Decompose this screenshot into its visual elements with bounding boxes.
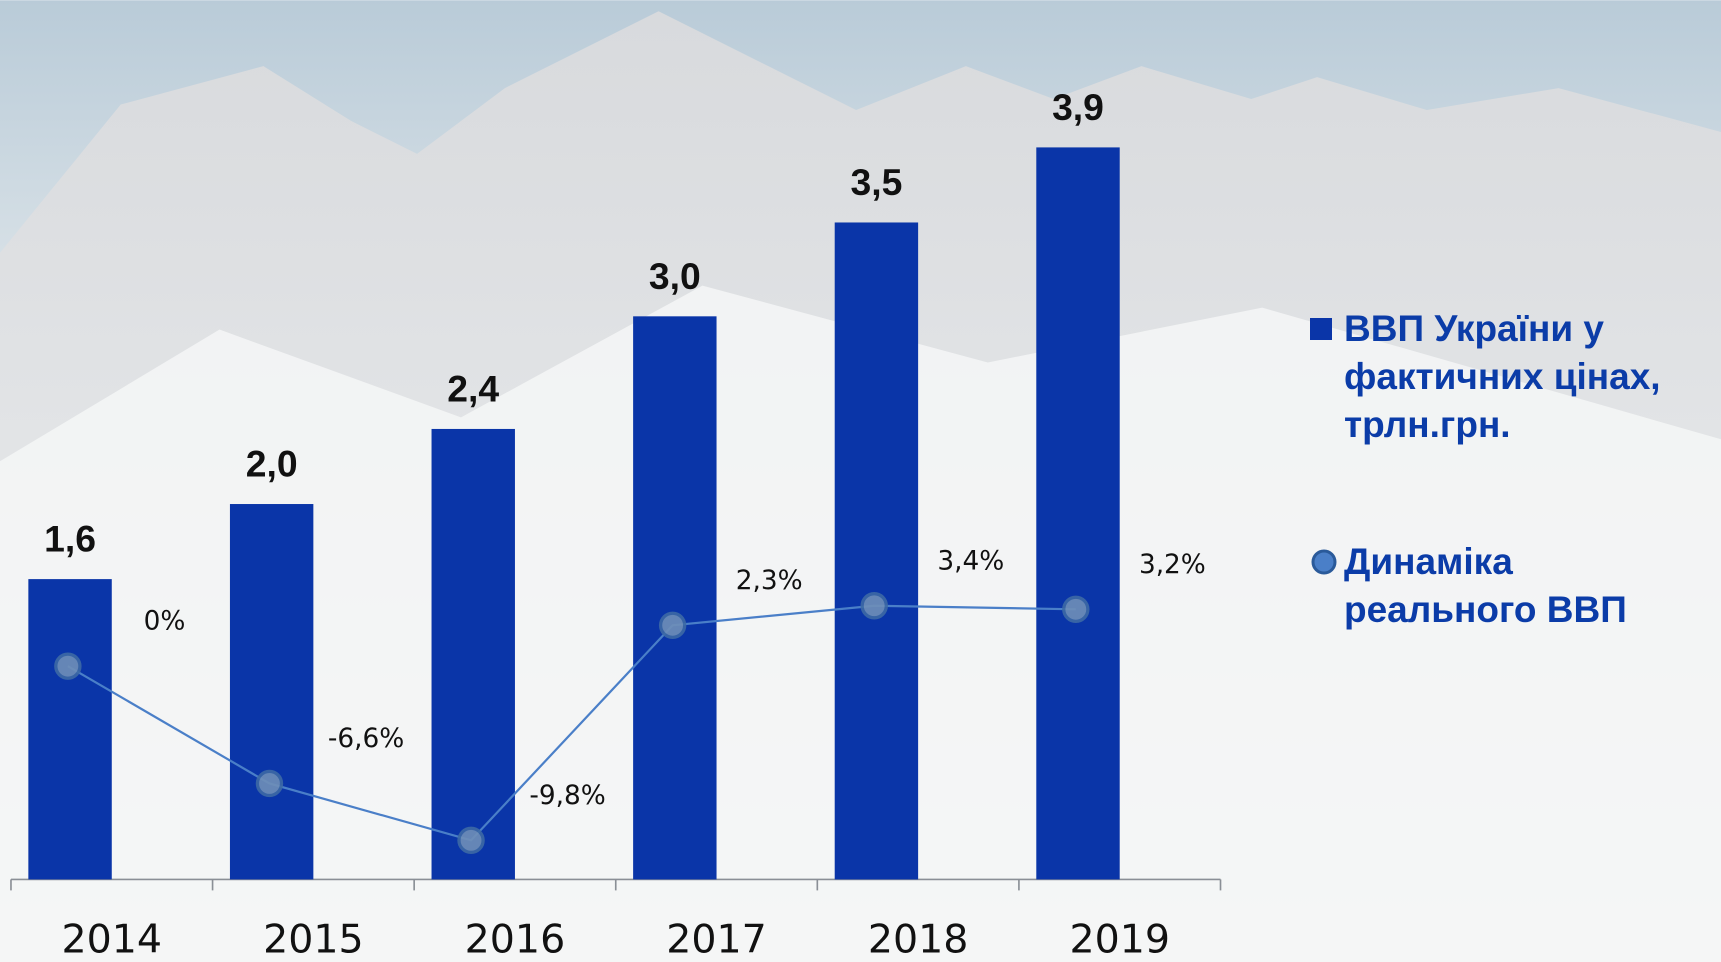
x-tick-label: 2018 xyxy=(868,916,969,962)
point xyxy=(56,654,80,678)
bar xyxy=(633,316,716,879)
data-label: 2,3% xyxy=(736,566,803,596)
data-label: -9,8% xyxy=(529,781,605,811)
x-tick-label: 2017 xyxy=(666,916,767,962)
data-label: 0% xyxy=(144,607,186,637)
bar xyxy=(28,579,111,879)
x-tick-label: 2019 xyxy=(1069,916,1170,962)
data-label: 2,4 xyxy=(447,367,499,409)
legend-item: Динаміка реального ВВП xyxy=(1310,538,1710,634)
bar xyxy=(432,429,515,879)
data-label: 3,0 xyxy=(649,255,701,297)
legend-label: ВВП України у фактичних цінах, трлн.грн. xyxy=(1310,305,1710,449)
x-tick-label: 2014 xyxy=(62,916,163,962)
legend-marker xyxy=(1310,548,1338,576)
data-label: 3,5 xyxy=(850,161,902,203)
legend-item: ВВП України у фактичних цінах, трлн.грн. xyxy=(1310,305,1710,449)
data-label: 3,2% xyxy=(1139,550,1206,580)
point xyxy=(459,828,483,852)
legend-marker xyxy=(1310,318,1332,340)
data-label: 2,0 xyxy=(246,443,298,485)
page: 2014 2015 2016 2017 2018 2019 1,6 2,0 2,4 3,0 3,5 3… xyxy=(0,0,1721,962)
x-tick-label: 2015 xyxy=(263,916,364,962)
legend-label: Динаміка реального ВВП xyxy=(1310,538,1710,634)
bar xyxy=(230,504,313,879)
data-label: 1,6 xyxy=(44,518,96,560)
data-label: -6,6% xyxy=(328,724,404,754)
chart: 2014 2015 2016 2017 2018 2019 1,6 2,0 2,4 3,0 3,5 3… xyxy=(0,0,1721,962)
point xyxy=(1064,597,1088,621)
point xyxy=(661,613,685,637)
data-label: 3,4% xyxy=(937,546,1004,576)
data-label: 3,9 xyxy=(1052,86,1104,128)
point xyxy=(862,594,886,618)
x-tick-label: 2016 xyxy=(465,916,566,962)
bar xyxy=(835,222,918,879)
bar xyxy=(1036,147,1119,879)
point xyxy=(257,771,281,795)
